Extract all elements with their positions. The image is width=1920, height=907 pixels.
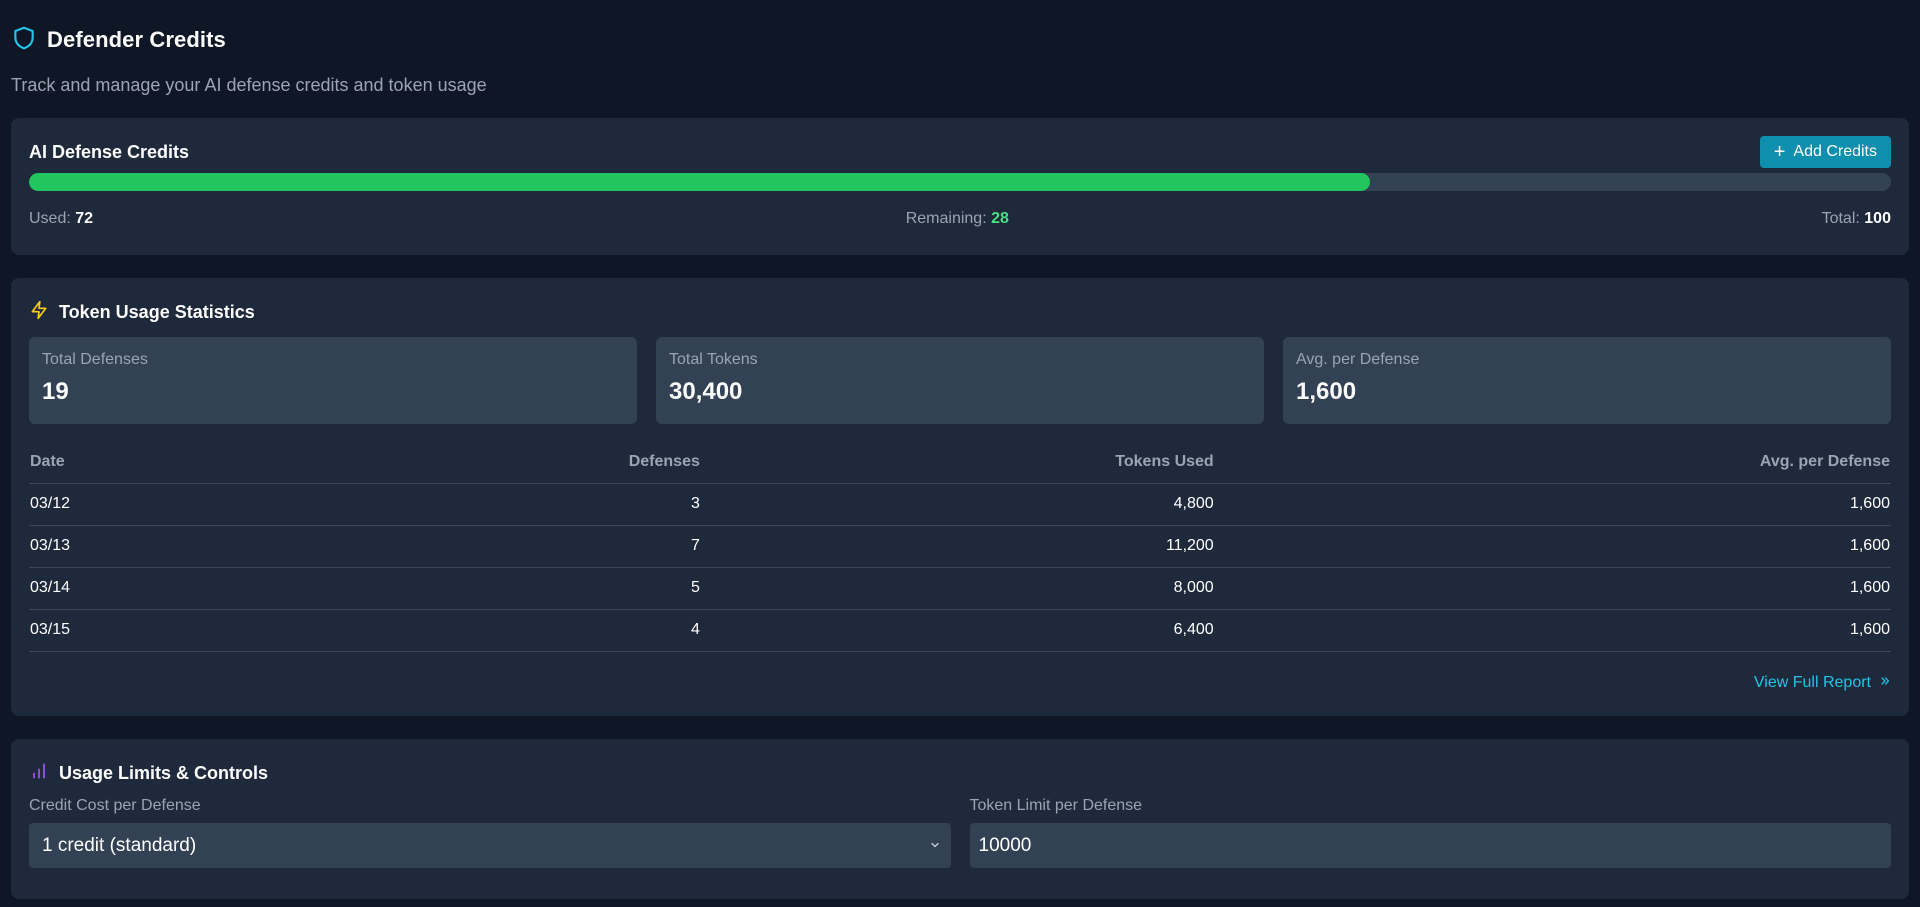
token-limit-field: Token Limit per Defense 10000	[969, 797, 1891, 868]
tile-label: Total Defenses	[42, 351, 148, 368]
credit-cost-label: Credit Cost per Defense	[29, 797, 201, 814]
cell-defenses: 3	[627, 483, 701, 526]
plus-icon: +	[1773, 141, 1786, 163]
view-full-report-link[interactable]: View Full Report	[1754, 674, 1891, 692]
total-stat: Total: 100	[1821, 210, 1891, 227]
token-limit-value: 10000	[978, 834, 1032, 856]
page-title: Defender Credits	[47, 27, 226, 52]
table-header-row: Date Defenses Tokens Used Avg. per Defen…	[29, 441, 1891, 484]
token-limit-label: Token Limit per Defense	[969, 797, 1143, 814]
stat-tile-total-tokens: Total Tokens 30,400	[656, 337, 1264, 424]
credits-title: AI Defense Credits	[29, 141, 190, 162]
used-stat: Used: 72	[29, 210, 94, 227]
column-header-tokens: Tokens Used	[700, 441, 1215, 484]
cell-avg: 1,600	[1214, 609, 1891, 652]
used-value: 72	[75, 210, 94, 227]
cell-tokens: 6,400	[700, 609, 1215, 652]
credits-card: AI Defense Credits + Add Credits Used: 7…	[11, 118, 1909, 255]
cell-tokens: 4,800	[700, 483, 1215, 526]
table-row: 03/12 3 4,800 1,600	[29, 483, 1891, 526]
credits-stats: Used: 72 Remaining: 28 Total: 100	[29, 210, 1891, 228]
usage-limits-title: Usage Limits & Controls	[59, 762, 269, 783]
cell-defenses: 7	[627, 525, 701, 568]
credits-progress-fill	[29, 173, 1370, 191]
table-row: 03/15 4 6,400 1,600	[29, 609, 1891, 652]
column-header-date: Date	[29, 441, 628, 484]
stat-tile-avg-per-defense: Avg. per Defense 1,600	[1283, 337, 1891, 424]
table-row: 03/14 5 8,000 1,600	[29, 567, 1891, 610]
tile-label: Avg. per Defense	[1296, 351, 1420, 368]
cell-defenses: 5	[627, 567, 701, 610]
stat-tiles: Total Defenses 19 Total Tokens 30,400 Av…	[29, 337, 1891, 424]
credit-cost-value: 1 credit (standard)	[42, 834, 197, 856]
credit-cost-field: Credit Cost per Defense 1 credit (standa…	[29, 797, 951, 868]
credit-cost-select[interactable]: 1 credit (standard)	[29, 823, 951, 868]
chevron-down-icon	[929, 838, 941, 854]
bar-chart-icon	[29, 761, 49, 786]
usage-table: Date Defenses Tokens Used Avg. per Defen…	[29, 441, 1891, 652]
cell-date: 03/12	[29, 483, 628, 526]
page-subtitle: Track and manage your AI defense credits…	[11, 75, 487, 95]
tile-value: 19	[42, 378, 69, 405]
tile-value: 1,600	[1296, 378, 1357, 405]
cell-defenses: 4	[627, 609, 701, 652]
column-header-defenses: Defenses	[627, 441, 701, 484]
cell-date: 03/14	[29, 567, 628, 610]
cell-tokens: 8,000	[700, 567, 1215, 610]
token-usage-title: Token Usage Statistics	[59, 301, 255, 322]
view-full-report-label: View Full Report	[1753, 673, 1871, 691]
token-usage-card: Token Usage Statistics Total Defenses 19…	[11, 278, 1909, 716]
cell-tokens: 11,200	[700, 525, 1215, 568]
tile-value: 30,400	[669, 378, 743, 405]
tile-label: Total Tokens	[669, 351, 758, 368]
cell-avg: 1,600	[1214, 567, 1891, 610]
cell-avg: 1,600	[1214, 483, 1891, 526]
chevrons-right-icon	[1879, 674, 1891, 692]
page-header: Defender Credits	[11, 22, 1909, 58]
table-row: 03/13 7 11,200 1,600	[29, 525, 1891, 568]
cell-date: 03/13	[29, 525, 628, 568]
lightning-icon	[29, 300, 49, 325]
cell-avg: 1,600	[1214, 525, 1891, 568]
token-limit-input[interactable]: 10000	[969, 823, 1891, 868]
shield-icon	[11, 25, 37, 56]
total-value: 100	[1864, 210, 1891, 227]
cell-date: 03/15	[29, 609, 628, 652]
add-credits-label: Add Credits	[1793, 143, 1877, 160]
usage-limits-card: Usage Limits & Controls Credit Cost per …	[11, 739, 1909, 899]
remaining-value: 28	[991, 210, 1009, 227]
column-header-avg: Avg. per Defense	[1214, 441, 1891, 484]
credits-progress-bar	[29, 173, 1891, 191]
add-credits-button[interactable]: + Add Credits	[1759, 136, 1891, 168]
remaining-stat: Remaining: 28	[905, 210, 1009, 227]
stat-tile-total-defenses: Total Defenses 19	[29, 337, 637, 424]
